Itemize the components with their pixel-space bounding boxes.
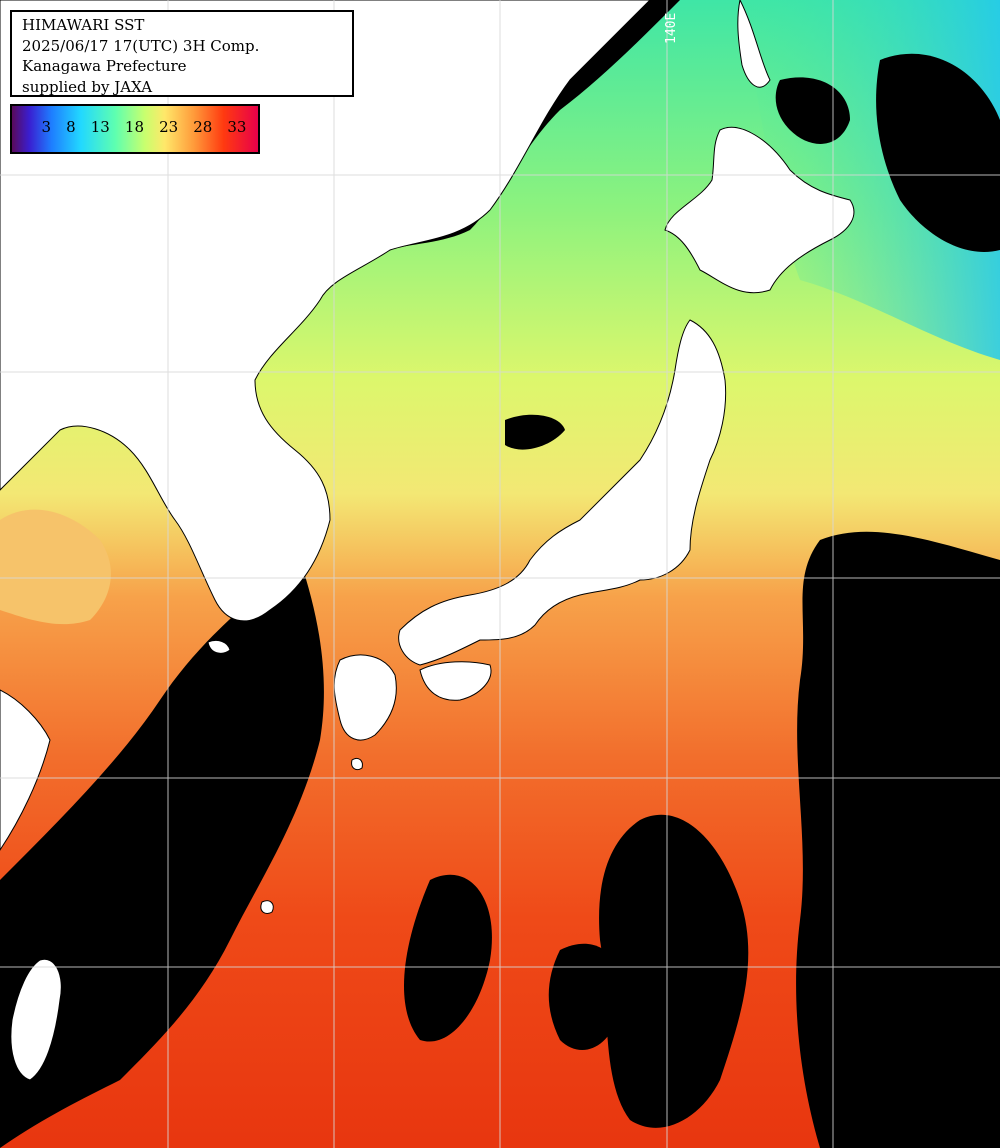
legend-tick: 13 [90, 118, 110, 136]
source-org-line: Kanagawa Prefecture [22, 57, 187, 75]
legend-tick: 18 [124, 118, 144, 136]
legend-tick: 8 [66, 118, 76, 136]
temperature-legend: 3 8 13 18 23 28 33 [10, 104, 260, 154]
latitude-label: 40N [12, 352, 36, 367]
legend-tick: 28 [193, 118, 213, 136]
supplier-line: supplied by JAXA [22, 77, 153, 96]
legend-tick: 3 [41, 118, 52, 136]
land-masses [0, 0, 855, 1081]
info-box: HIMAWARI SST 2025/06/17 17(UTC) 3H Comp.… [10, 10, 354, 97]
title-line: HIMAWARI SST [22, 16, 145, 34]
legend-tick: 33 [227, 118, 247, 136]
legend-tick: 23 [159, 118, 179, 136]
date-line: 2025/06/17 17(UTC) 3H Comp. [22, 36, 260, 55]
longitude-label: 140E [664, 12, 679, 44]
